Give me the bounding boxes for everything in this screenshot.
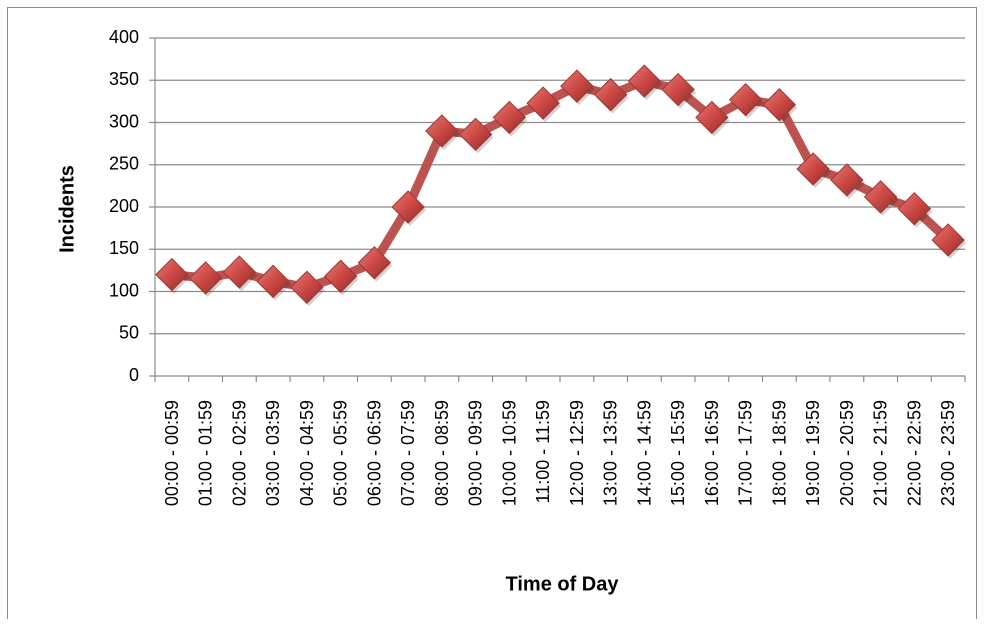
data-point <box>290 270 324 304</box>
data-point <box>256 264 290 299</box>
y-tick-label: 150 <box>109 238 139 258</box>
x-tick-label: 05:00 - 05:59 <box>331 400 351 506</box>
y-tick-labels: 0 50 100 150 200 250 300 350 400 <box>109 27 139 385</box>
x-tick-label: 19:00 - 19:59 <box>803 400 823 506</box>
data-point <box>830 163 864 197</box>
data-point <box>357 246 392 280</box>
data-point <box>796 152 830 186</box>
x-axis-title: Time of Day <box>506 573 620 595</box>
data-point <box>323 259 358 293</box>
x-tick-label: 03:00 - 03:59 <box>263 400 283 506</box>
series-line <box>167 76 953 292</box>
x-tick-label: 18:00 - 18:59 <box>769 400 789 506</box>
x-tick-label: 22:00 - 22:59 <box>904 400 924 506</box>
chart-frame <box>7 7 977 619</box>
x-tick-label: 13:00 - 13:59 <box>601 400 621 506</box>
y-tick-label: 350 <box>109 69 139 89</box>
y-tick-label: 300 <box>109 111 139 131</box>
data-point <box>526 86 560 120</box>
x-tick-labels: 00:00 - 00:59 01:00 - 01:59 02:00 - 02:59 0… <box>162 400 958 506</box>
x-tick-label: 01:00 - 01:59 <box>196 400 216 506</box>
data-point <box>931 223 965 257</box>
x-tick-label: 10:00 - 10:59 <box>499 400 519 506</box>
gridlines <box>155 37 965 335</box>
x-tick-label: 23:00 - 23:59 <box>938 400 958 506</box>
y-tick-label: 0 <box>129 365 139 385</box>
x-tick-label: 14:00 - 14:59 <box>634 400 654 506</box>
data-point <box>762 88 797 122</box>
data-point <box>863 180 898 214</box>
data-point <box>661 72 695 107</box>
x-tick-label: 00:00 - 00:59 <box>162 400 182 506</box>
data-point <box>492 100 527 135</box>
x-tick-label: 15:00 - 15:59 <box>668 400 688 506</box>
x-tick-label: 21:00 - 21:59 <box>871 400 891 506</box>
y-tick-label: 400 <box>109 27 139 47</box>
y-tick-label: 250 <box>109 154 139 174</box>
data-point <box>188 261 223 295</box>
data-point <box>593 77 628 112</box>
x-tick-label: 06:00 - 06:59 <box>364 400 384 506</box>
data-point <box>425 114 459 148</box>
x-tick-label: 11:00 - 11:59 <box>533 400 553 503</box>
y-tick-label: 50 <box>119 323 139 343</box>
data-point <box>458 117 493 152</box>
data-point <box>391 190 425 224</box>
x-tick-label: 08:00 - 08:59 <box>432 400 452 506</box>
x-tick-label: 04:00 - 04:59 <box>297 400 317 506</box>
x-tick-label: 16:00 - 16:59 <box>702 400 722 506</box>
x-tick-label: 20:00 - 20:59 <box>837 400 857 506</box>
x-tick-label: 09:00 - 09:59 <box>466 400 486 506</box>
data-point <box>728 82 763 117</box>
y-axis-title: Incidents <box>56 165 78 253</box>
data-point <box>222 255 257 289</box>
data-point <box>695 100 729 135</box>
y-tick-label: 100 <box>109 280 139 300</box>
x-tick-label: 02:00 - 02:59 <box>229 400 249 506</box>
x-tick-label: 17:00 - 17:59 <box>736 400 756 506</box>
data-point <box>897 191 932 226</box>
x-tick-label: 07:00 - 07:59 <box>398 400 418 506</box>
x-tick-label: 12:00 - 12:59 <box>567 400 587 506</box>
series-line-0 <box>167 76 953 292</box>
data-point <box>560 69 594 103</box>
series-markers <box>155 64 967 307</box>
axes <box>149 37 966 382</box>
data-point <box>627 64 662 98</box>
y-tick-label: 200 <box>109 196 139 216</box>
data-point <box>155 257 189 292</box>
